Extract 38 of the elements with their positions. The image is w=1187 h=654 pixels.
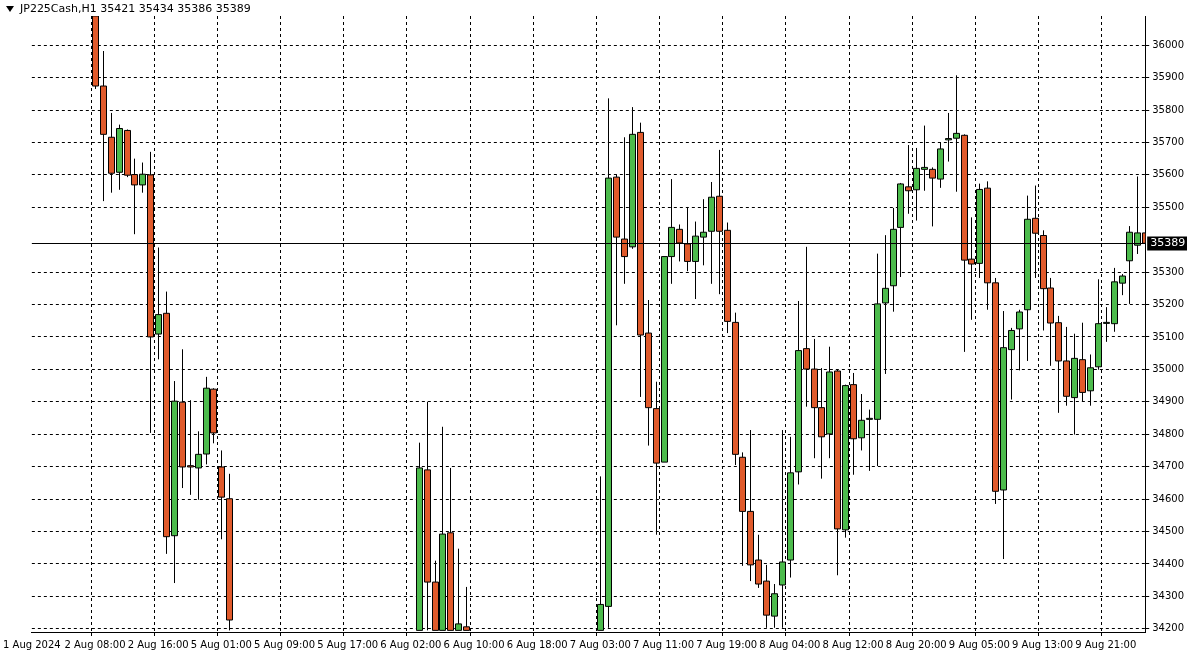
x-tick-label: 2 Aug 08:00 xyxy=(64,638,126,650)
x-tick-label: 6 Aug 10:00 xyxy=(443,638,505,650)
x-tick-label: 5 Aug 17:00 xyxy=(317,638,379,650)
x-tick-label: 1 Aug 2024 xyxy=(3,638,61,650)
x-tick-label: 8 Aug 04:00 xyxy=(759,638,821,650)
y-tick-label: 35000 xyxy=(1152,362,1184,374)
ref-line-label: 35389 xyxy=(1150,236,1186,250)
x-tick-label: 7 Aug 19:00 xyxy=(696,638,758,650)
x-tick-label: 9 Aug 05:00 xyxy=(948,638,1010,650)
y-tick-label: 36000 xyxy=(1152,38,1184,50)
y-tick-label: 35300 xyxy=(1152,265,1184,277)
x-tick-label: 8 Aug 20:00 xyxy=(885,638,947,650)
x-tick-label: 5 Aug 09:00 xyxy=(253,638,316,650)
y-tick-label: 34400 xyxy=(1152,557,1184,569)
y-tick-label: 35200 xyxy=(1152,298,1184,310)
x-tick-label: 9 Aug 21:00 xyxy=(1075,638,1137,650)
y-tick-label: 35100 xyxy=(1152,330,1184,342)
x-tick-label: 2 Aug 16:00 xyxy=(127,638,189,650)
y-tick-label: 34700 xyxy=(1152,460,1184,472)
x-tick-label: 9 Aug 13:00 xyxy=(1012,638,1074,650)
x-tick-label: 8 Aug 12:00 xyxy=(822,638,884,650)
chart-title: JP225Cash,H1 35421 35434 35386 35389 xyxy=(20,2,253,16)
x-tick-label: 7 Aug 11:00 xyxy=(632,638,695,650)
x-tick-label: 7 Aug 03:00 xyxy=(569,638,631,650)
y-tick-label: 34200 xyxy=(1152,622,1184,634)
y-tick-label: 34500 xyxy=(1152,525,1184,537)
y-tick-label: 34800 xyxy=(1152,427,1184,439)
x-tick-label: 6 Aug 02:00 xyxy=(380,638,442,650)
y-tick-label: 35900 xyxy=(1152,71,1184,83)
y-tick-label: 35500 xyxy=(1152,200,1184,212)
x-tick-label: 6 Aug 18:00 xyxy=(506,638,568,650)
y-tick-label: 35600 xyxy=(1152,168,1184,180)
x-tick-label: 5 Aug 01:00 xyxy=(190,638,252,650)
y-tick-label: 35700 xyxy=(1152,136,1184,148)
y-tick-label: 34900 xyxy=(1152,395,1184,407)
y-tick-label: 34300 xyxy=(1152,589,1184,601)
y-tick-label: 34600 xyxy=(1152,492,1184,504)
y-tick-label: 35800 xyxy=(1152,103,1184,115)
